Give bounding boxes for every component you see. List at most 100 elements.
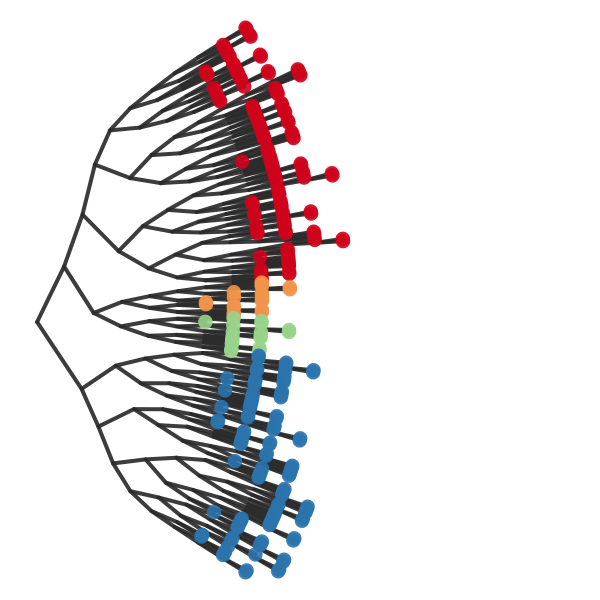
tree-edges	[35, 25, 345, 575]
tree-edge	[203, 278, 236, 283]
leaf-node	[253, 49, 269, 64]
leaf-node	[292, 433, 307, 448]
tree-edge	[200, 351, 233, 362]
leaf-node	[303, 206, 319, 221]
tree-edge	[35, 264, 67, 324]
tree-edge	[160, 99, 192, 113]
tree-edge	[175, 275, 208, 283]
tree-edge	[80, 162, 97, 217]
tree-edge	[172, 59, 203, 76]
leaf-node	[194, 529, 209, 544]
leaf-node	[335, 233, 351, 249]
tree-edge	[156, 495, 189, 507]
tree-edge	[172, 525, 201, 545]
tree-edge	[173, 252, 207, 263]
tree-edge	[174, 455, 202, 478]
tree-edge	[147, 319, 180, 329]
tree-edge	[143, 457, 168, 485]
tree-edge	[228, 239, 261, 245]
tree-edge	[215, 169, 247, 179]
tree-edge	[196, 113, 228, 125]
tree-edge	[143, 352, 177, 361]
tree-edge	[120, 299, 152, 310]
leaf-node	[305, 365, 321, 380]
leaf-node	[248, 547, 263, 562]
tree-edge	[149, 151, 183, 158]
tree-edge	[62, 212, 85, 269]
tree-edge	[206, 139, 238, 150]
leaf-node	[206, 504, 222, 520]
tree-edge	[79, 386, 101, 429]
tree-edge	[119, 319, 152, 329]
leaf-node	[215, 547, 231, 563]
tree-edge	[127, 176, 163, 186]
tree-edge	[119, 324, 151, 338]
leaf-node	[325, 168, 340, 183]
leaf-node	[294, 513, 310, 528]
tree-edge	[165, 207, 199, 214]
tree-edge	[221, 488, 251, 506]
leaf-node	[252, 249, 268, 265]
tree-edge	[173, 240, 205, 257]
tree-edge	[203, 269, 236, 275]
tree-edge	[156, 423, 190, 429]
tree-edge	[195, 206, 227, 214]
tree-edge	[62, 264, 96, 315]
tree-edge	[113, 356, 148, 368]
tree-edge	[128, 98, 160, 111]
leaf-node	[261, 65, 277, 81]
leaf-node	[273, 390, 289, 405]
tree-edge	[191, 488, 220, 508]
tree-edge	[200, 240, 233, 245]
tree-edge	[225, 479, 255, 497]
tree-edge	[80, 212, 121, 254]
tree-edge	[165, 109, 197, 123]
tree-edge	[221, 97, 252, 111]
leaf-node	[240, 409, 256, 425]
leaf-node	[281, 324, 297, 340]
leaf-node	[217, 382, 233, 398]
tree-edge	[146, 333, 178, 344]
tree-edge	[187, 175, 220, 184]
tree-edge	[146, 252, 178, 271]
tree-edge	[218, 495, 248, 513]
leaf-node	[223, 343, 239, 359]
tree-edge	[183, 163, 216, 171]
tree-edge	[158, 166, 188, 186]
leaf-node	[198, 314, 213, 330]
tree-edge	[202, 258, 235, 263]
tree-edge	[203, 458, 233, 475]
tree-edge	[172, 129, 205, 140]
tree-edge	[92, 128, 112, 167]
tree-edge	[173, 339, 206, 349]
leaf-node	[238, 565, 253, 580]
tree-edge	[111, 461, 133, 494]
tree-edge	[113, 363, 143, 386]
leaf-node	[282, 282, 298, 297]
tree-edge	[156, 423, 185, 443]
leaf-node	[233, 436, 248, 451]
tree-edge	[203, 130, 235, 142]
tree-edge	[143, 455, 179, 462]
leaf-node	[200, 67, 215, 83]
tree-edge	[198, 229, 231, 235]
tree-edge	[149, 135, 177, 158]
tree-edge	[175, 310, 208, 317]
leaf-node	[282, 266, 297, 282]
leaf-node	[234, 154, 250, 169]
leaf-node	[220, 371, 235, 386]
tree-edge	[146, 266, 180, 280]
tree-edge	[185, 424, 216, 439]
tree-edge	[127, 153, 154, 180]
leaf-node	[262, 517, 277, 533]
tree-edge	[169, 368, 201, 382]
tree-edge	[116, 249, 151, 271]
tree-edge	[92, 162, 132, 180]
leaf-node	[307, 232, 322, 248]
tree-edge	[196, 217, 229, 224]
tree-edge	[96, 424, 116, 466]
tree-edge	[156, 495, 183, 518]
tree-edge	[175, 324, 207, 334]
tree-edge	[194, 389, 226, 402]
